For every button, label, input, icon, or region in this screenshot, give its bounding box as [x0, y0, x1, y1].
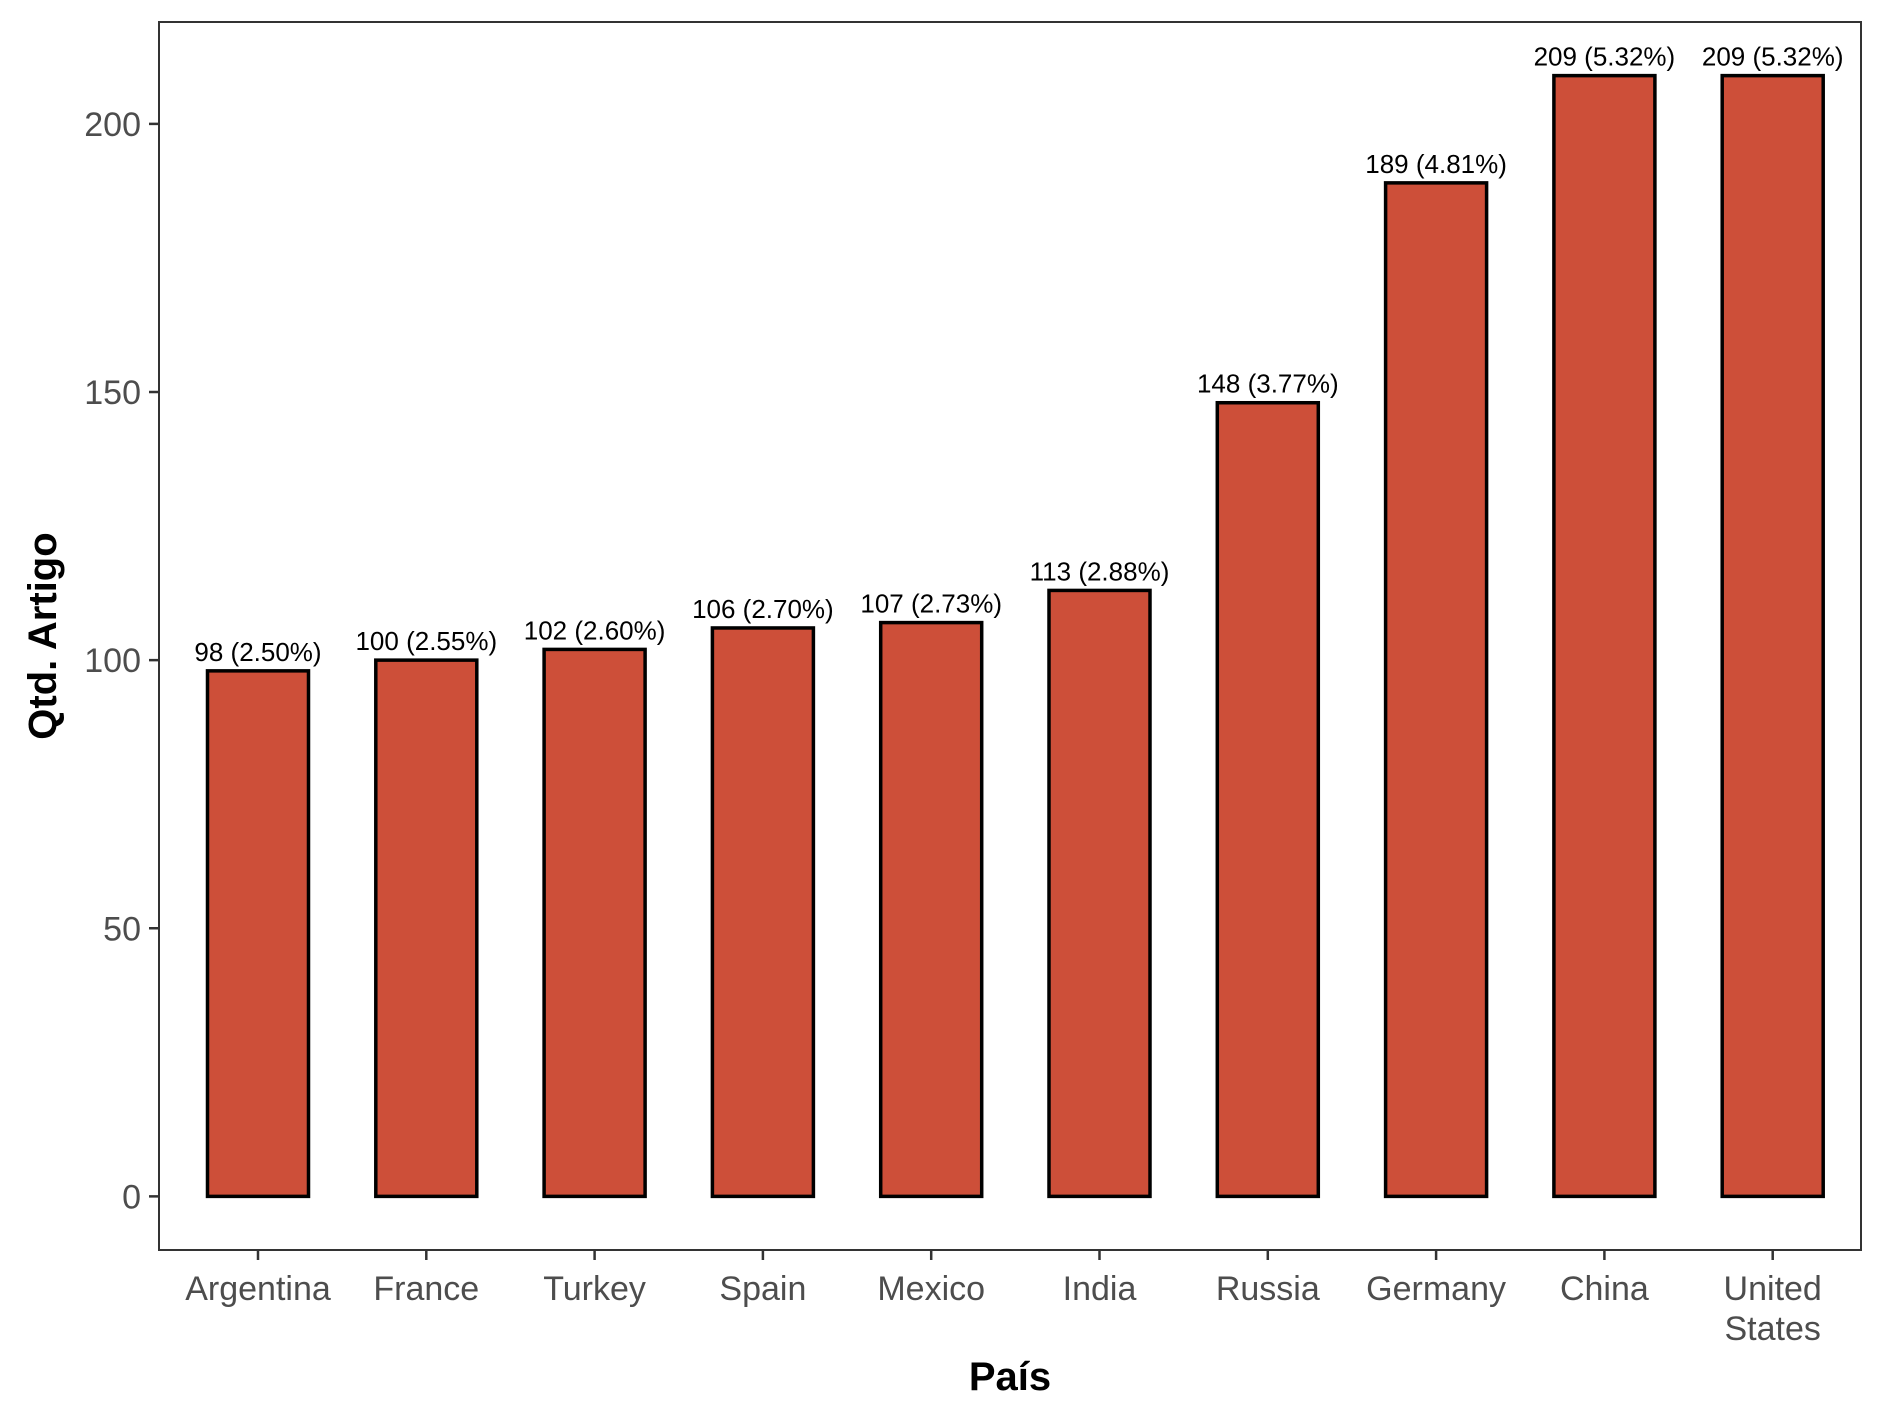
bar	[1383, 181, 1489, 1199]
x-tick-label: Turkey	[543, 1270, 646, 1308]
x-tick-label: Mexico	[877, 1270, 985, 1308]
y-tick-label: 50	[103, 910, 141, 948]
bar	[1047, 588, 1152, 1199]
plot-panel-border	[158, 21, 1862, 1251]
x-tick-label: Spain	[719, 1270, 806, 1308]
bar-value-label: 98 (2.50%)	[194, 637, 321, 667]
bar	[374, 658, 479, 1199]
bar	[542, 647, 647, 1199]
bar-value-label: 107 (2.73%)	[860, 589, 1002, 619]
bar-value-labels: 98 (2.50%) 100 (2.55%) 102 (2.60%) 106 (2.7…	[194, 42, 1843, 667]
bars	[205, 73, 1825, 1199]
x-tick-label: United	[1724, 1270, 1822, 1308]
x-tick-label: Russia	[1216, 1270, 1320, 1308]
x-tick-label: China	[1560, 1270, 1649, 1308]
x-tick-label: India	[1063, 1270, 1137, 1308]
x-axis-title: País	[969, 1355, 1051, 1399]
bar-value-label: 100 (2.55%)	[355, 626, 497, 656]
y-axis-title: Qtd. Artigo	[21, 532, 65, 739]
y-tick-label: 150	[84, 374, 141, 412]
bar	[710, 626, 816, 1199]
y-tick-label: 0	[122, 1178, 141, 1216]
x-axis: Argentina France Turkey Spain Mexico India Rus…	[185, 1250, 1822, 1348]
bar-value-label: 209 (5.32%)	[1534, 42, 1676, 72]
bar-value-label: 106 (2.70%)	[692, 594, 834, 624]
bar-value-label: 148 (3.77%)	[1197, 369, 1339, 399]
x-tick-label: France	[373, 1270, 479, 1308]
y-axis: 0 50 100 150 200	[84, 106, 159, 1216]
y-tick-label: 200	[84, 106, 141, 144]
bar	[205, 669, 311, 1199]
bar-value-label: 189 (4.81%)	[1365, 149, 1507, 179]
x-tick-label: States	[1725, 1310, 1821, 1348]
x-tick-label: Argentina	[185, 1270, 331, 1308]
bar-value-label: 102 (2.60%)	[524, 615, 666, 645]
bar	[1720, 73, 1825, 1199]
bar-value-label: 209 (5.32%)	[1702, 42, 1844, 72]
bar	[1552, 73, 1657, 1199]
bar	[878, 620, 984, 1199]
x-tick-label: Germany	[1366, 1270, 1506, 1308]
bar-value-label: 113 (2.88%)	[1030, 556, 1170, 586]
y-tick-label: 100	[84, 642, 141, 680]
bar	[1215, 400, 1321, 1199]
